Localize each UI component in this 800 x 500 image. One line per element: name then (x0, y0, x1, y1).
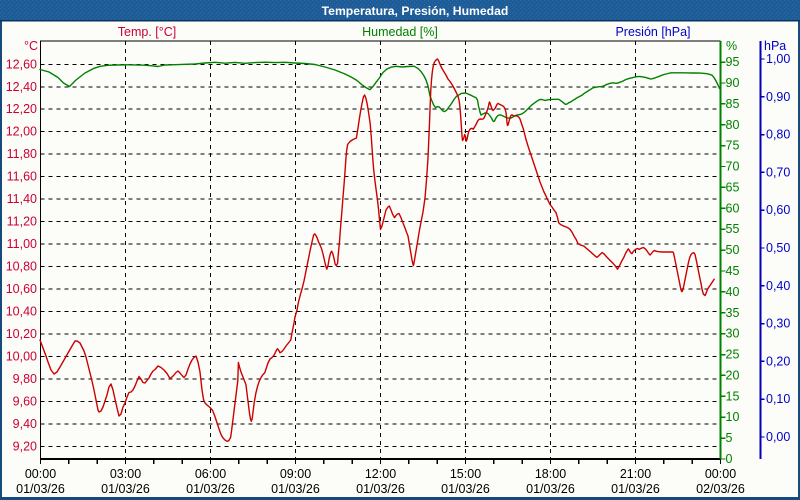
svg-text:03:00: 03:00 (110, 467, 141, 481)
svg-text:hPa: hPa (764, 39, 786, 53)
svg-text:75: 75 (726, 139, 740, 153)
svg-text:10,80: 10,80 (6, 260, 37, 274)
svg-text:01/03/26: 01/03/26 (611, 482, 660, 496)
svg-text:50: 50 (726, 243, 740, 257)
svg-text:5: 5 (726, 431, 733, 445)
svg-text:10,40: 10,40 (6, 305, 37, 319)
svg-text:0: 0 (726, 452, 733, 466)
svg-text:00:00: 00:00 (705, 467, 736, 481)
svg-text:02/03/26: 02/03/26 (696, 482, 745, 496)
svg-text:30: 30 (726, 327, 740, 341)
svg-text:Temp. [°C]: Temp. [°C] (118, 25, 176, 39)
svg-text:0,70: 0,70 (766, 165, 790, 179)
svg-text:40: 40 (726, 285, 740, 299)
svg-text:0,40: 0,40 (766, 279, 790, 293)
svg-text:0,50: 0,50 (766, 241, 790, 255)
svg-text:21:00: 21:00 (620, 467, 651, 481)
svg-text:65: 65 (726, 180, 740, 194)
svg-text:18:00: 18:00 (535, 467, 566, 481)
svg-text:01/03/26: 01/03/26 (526, 482, 575, 496)
svg-text:35: 35 (726, 306, 740, 320)
svg-text:10: 10 (726, 410, 740, 424)
svg-text:9,80: 9,80 (13, 372, 37, 386)
svg-text:01/03/26: 01/03/26 (16, 482, 65, 496)
svg-text:0,00: 0,00 (766, 430, 790, 444)
svg-text:09:00: 09:00 (280, 467, 311, 481)
svg-text:0,30: 0,30 (766, 317, 790, 331)
svg-text:10,20: 10,20 (6, 327, 37, 341)
svg-text:90: 90 (726, 76, 740, 90)
svg-text:01/03/26: 01/03/26 (101, 482, 150, 496)
svg-text:01/03/26: 01/03/26 (271, 482, 320, 496)
svg-text:9,20: 9,20 (13, 439, 37, 453)
svg-text:01/03/26: 01/03/26 (356, 482, 405, 496)
svg-text:85: 85 (726, 97, 740, 111)
svg-text:70: 70 (726, 160, 740, 174)
svg-text:12,20: 12,20 (6, 102, 37, 116)
svg-text:55: 55 (726, 222, 740, 236)
svg-text:0,90: 0,90 (766, 90, 790, 104)
svg-text:95: 95 (726, 55, 740, 69)
svg-text:%: % (726, 39, 737, 53)
svg-text:0,20: 0,20 (766, 354, 790, 368)
svg-text:12:00: 12:00 (365, 467, 396, 481)
svg-text:15:00: 15:00 (450, 467, 481, 481)
svg-text:60: 60 (726, 201, 740, 215)
svg-text:01/03/26: 01/03/26 (186, 482, 235, 496)
svg-text:Humedad [%]: Humedad [%] (362, 25, 438, 39)
svg-text:11,20: 11,20 (7, 215, 37, 229)
svg-text:45: 45 (726, 264, 740, 278)
svg-text:11,60: 11,60 (7, 170, 37, 184)
svg-text:°C: °C (24, 39, 38, 53)
svg-text:9,40: 9,40 (13, 417, 37, 431)
svg-text:01/03/26: 01/03/26 (441, 482, 490, 496)
svg-text:25: 25 (726, 348, 740, 362)
svg-text:11,00: 11,00 (7, 237, 37, 251)
svg-text:0,10: 0,10 (766, 392, 790, 406)
svg-text:Presión [hPa]: Presión [hPa] (615, 25, 690, 39)
svg-text:12,40: 12,40 (6, 80, 37, 94)
svg-text:9,60: 9,60 (13, 394, 37, 408)
svg-text:80: 80 (726, 118, 740, 132)
svg-text:12,00: 12,00 (6, 125, 37, 139)
svg-text:11,80: 11,80 (7, 147, 37, 161)
svg-text:10,00: 10,00 (6, 349, 37, 363)
svg-text:11,40: 11,40 (7, 192, 37, 206)
svg-text:0,60: 0,60 (766, 203, 790, 217)
svg-text:20: 20 (726, 368, 740, 382)
svg-text:12,60: 12,60 (6, 57, 37, 71)
svg-text:Temperatura, Presión, Humedad: Temperatura, Presión, Humedad (322, 4, 509, 18)
svg-text:06:00: 06:00 (195, 467, 226, 481)
svg-text:1,00: 1,00 (766, 52, 790, 66)
svg-text:10,60: 10,60 (6, 282, 37, 296)
svg-text:15: 15 (726, 389, 740, 403)
svg-text:0,80: 0,80 (766, 128, 790, 142)
svg-text:00:00: 00:00 (25, 467, 56, 481)
